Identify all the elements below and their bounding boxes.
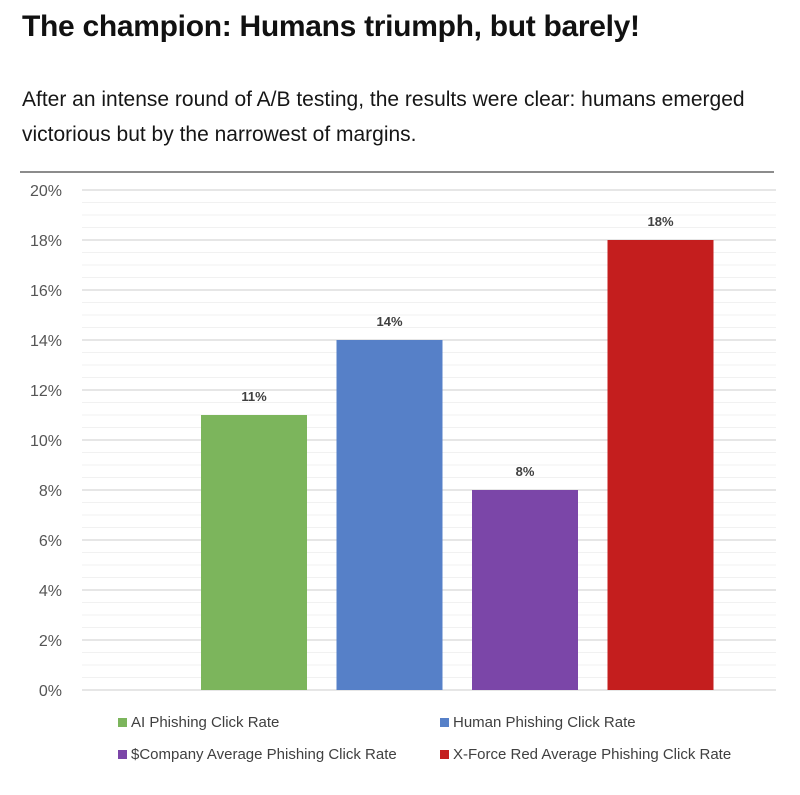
- y-tick-label: 6%: [39, 533, 62, 550]
- bar: [607, 240, 714, 690]
- bar: [336, 340, 443, 690]
- y-tick-label: 16%: [30, 283, 62, 300]
- y-tick-label: 4%: [39, 583, 62, 600]
- data-labels: 11% 14% 8% 18%: [241, 214, 674, 479]
- article-subtitle: After an intense round of A/B testing, t…: [22, 88, 745, 146]
- bars: [201, 240, 714, 690]
- y-tick-label: 14%: [30, 333, 62, 350]
- article-headline: The champion: Humans triumph, but barely…: [22, 10, 640, 43]
- y-tick-label: 12%: [30, 383, 62, 400]
- y-tick-label: 2%: [39, 633, 62, 650]
- data-label: 11%: [241, 389, 267, 404]
- data-label: 8%: [516, 464, 535, 479]
- data-label: 18%: [647, 214, 673, 229]
- divider-rule: [20, 171, 774, 173]
- y-tick-label: 20%: [30, 183, 62, 200]
- y-tick-label: 0%: [39, 683, 62, 700]
- bar: [201, 415, 307, 690]
- y-tick-label: 18%: [30, 233, 62, 250]
- data-label: 14%: [376, 314, 402, 329]
- y-tick-label: 8%: [39, 483, 62, 500]
- y-tick-label: 10%: [30, 433, 62, 450]
- y-axis-ticks: 0% 2% 4% 6% 8% 10% 12% 14% 16% 18% 20%: [30, 183, 62, 700]
- bar: [472, 490, 578, 690]
